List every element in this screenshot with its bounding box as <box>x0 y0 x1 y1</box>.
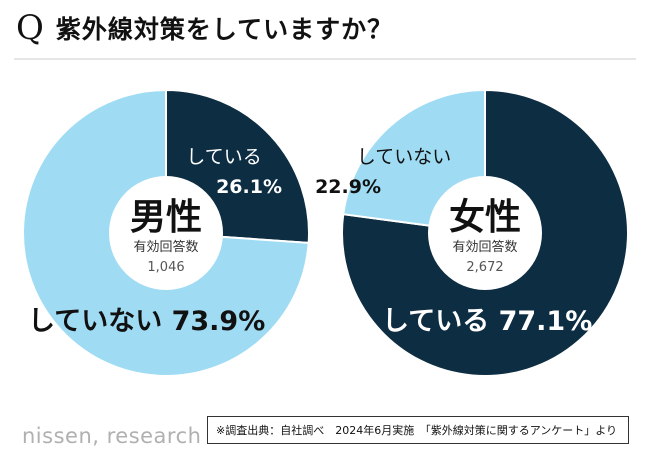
q-mark: Q <box>16 8 44 48</box>
donut-1-slice-1-value: 22.9% <box>315 176 381 198</box>
donut-0-group-label: 男性 <box>130 197 202 238</box>
donut-0-slice-1-label: していない 73.9% <box>28 306 265 337</box>
donut-0-respondent-count: 1,046 <box>147 260 184 275</box>
source-note: ※調査出典：自社調べ 2024年6月実施 「紫外線対策に関するアンケート」より <box>207 416 629 444</box>
donut-0-slice-0-value: 26.1% <box>216 176 282 198</box>
donut-0-center <box>109 176 223 290</box>
donut-1-center <box>428 176 542 290</box>
source-note-text: ※調査出典：自社調べ 2024年6月実施 「紫外線対策に関するアンケート」より <box>216 424 618 437</box>
donut-1-respondent-label: 有効回答数 <box>452 239 517 255</box>
donut-1-respondent-count: 2,672 <box>466 260 503 275</box>
donut-1-slice-0-label: している 77.1% <box>382 306 592 337</box>
question-header: Q 紫外線対策をしていますか？ <box>16 10 393 46</box>
donut-1-group-label: 女性 <box>449 197 521 238</box>
donut-1-slice-doing <box>341 88 629 377</box>
page-title: 紫外線対策をしていますか？ <box>55 15 394 44</box>
donut-0-slice-0-label: している <box>186 146 261 168</box>
donut-0-respondent-label: 有効回答数 <box>133 239 198 255</box>
brand-logo: nissen, research <box>22 424 202 448</box>
title-divider <box>14 58 636 60</box>
donut-1-slice-1-label: していない <box>357 146 451 168</box>
